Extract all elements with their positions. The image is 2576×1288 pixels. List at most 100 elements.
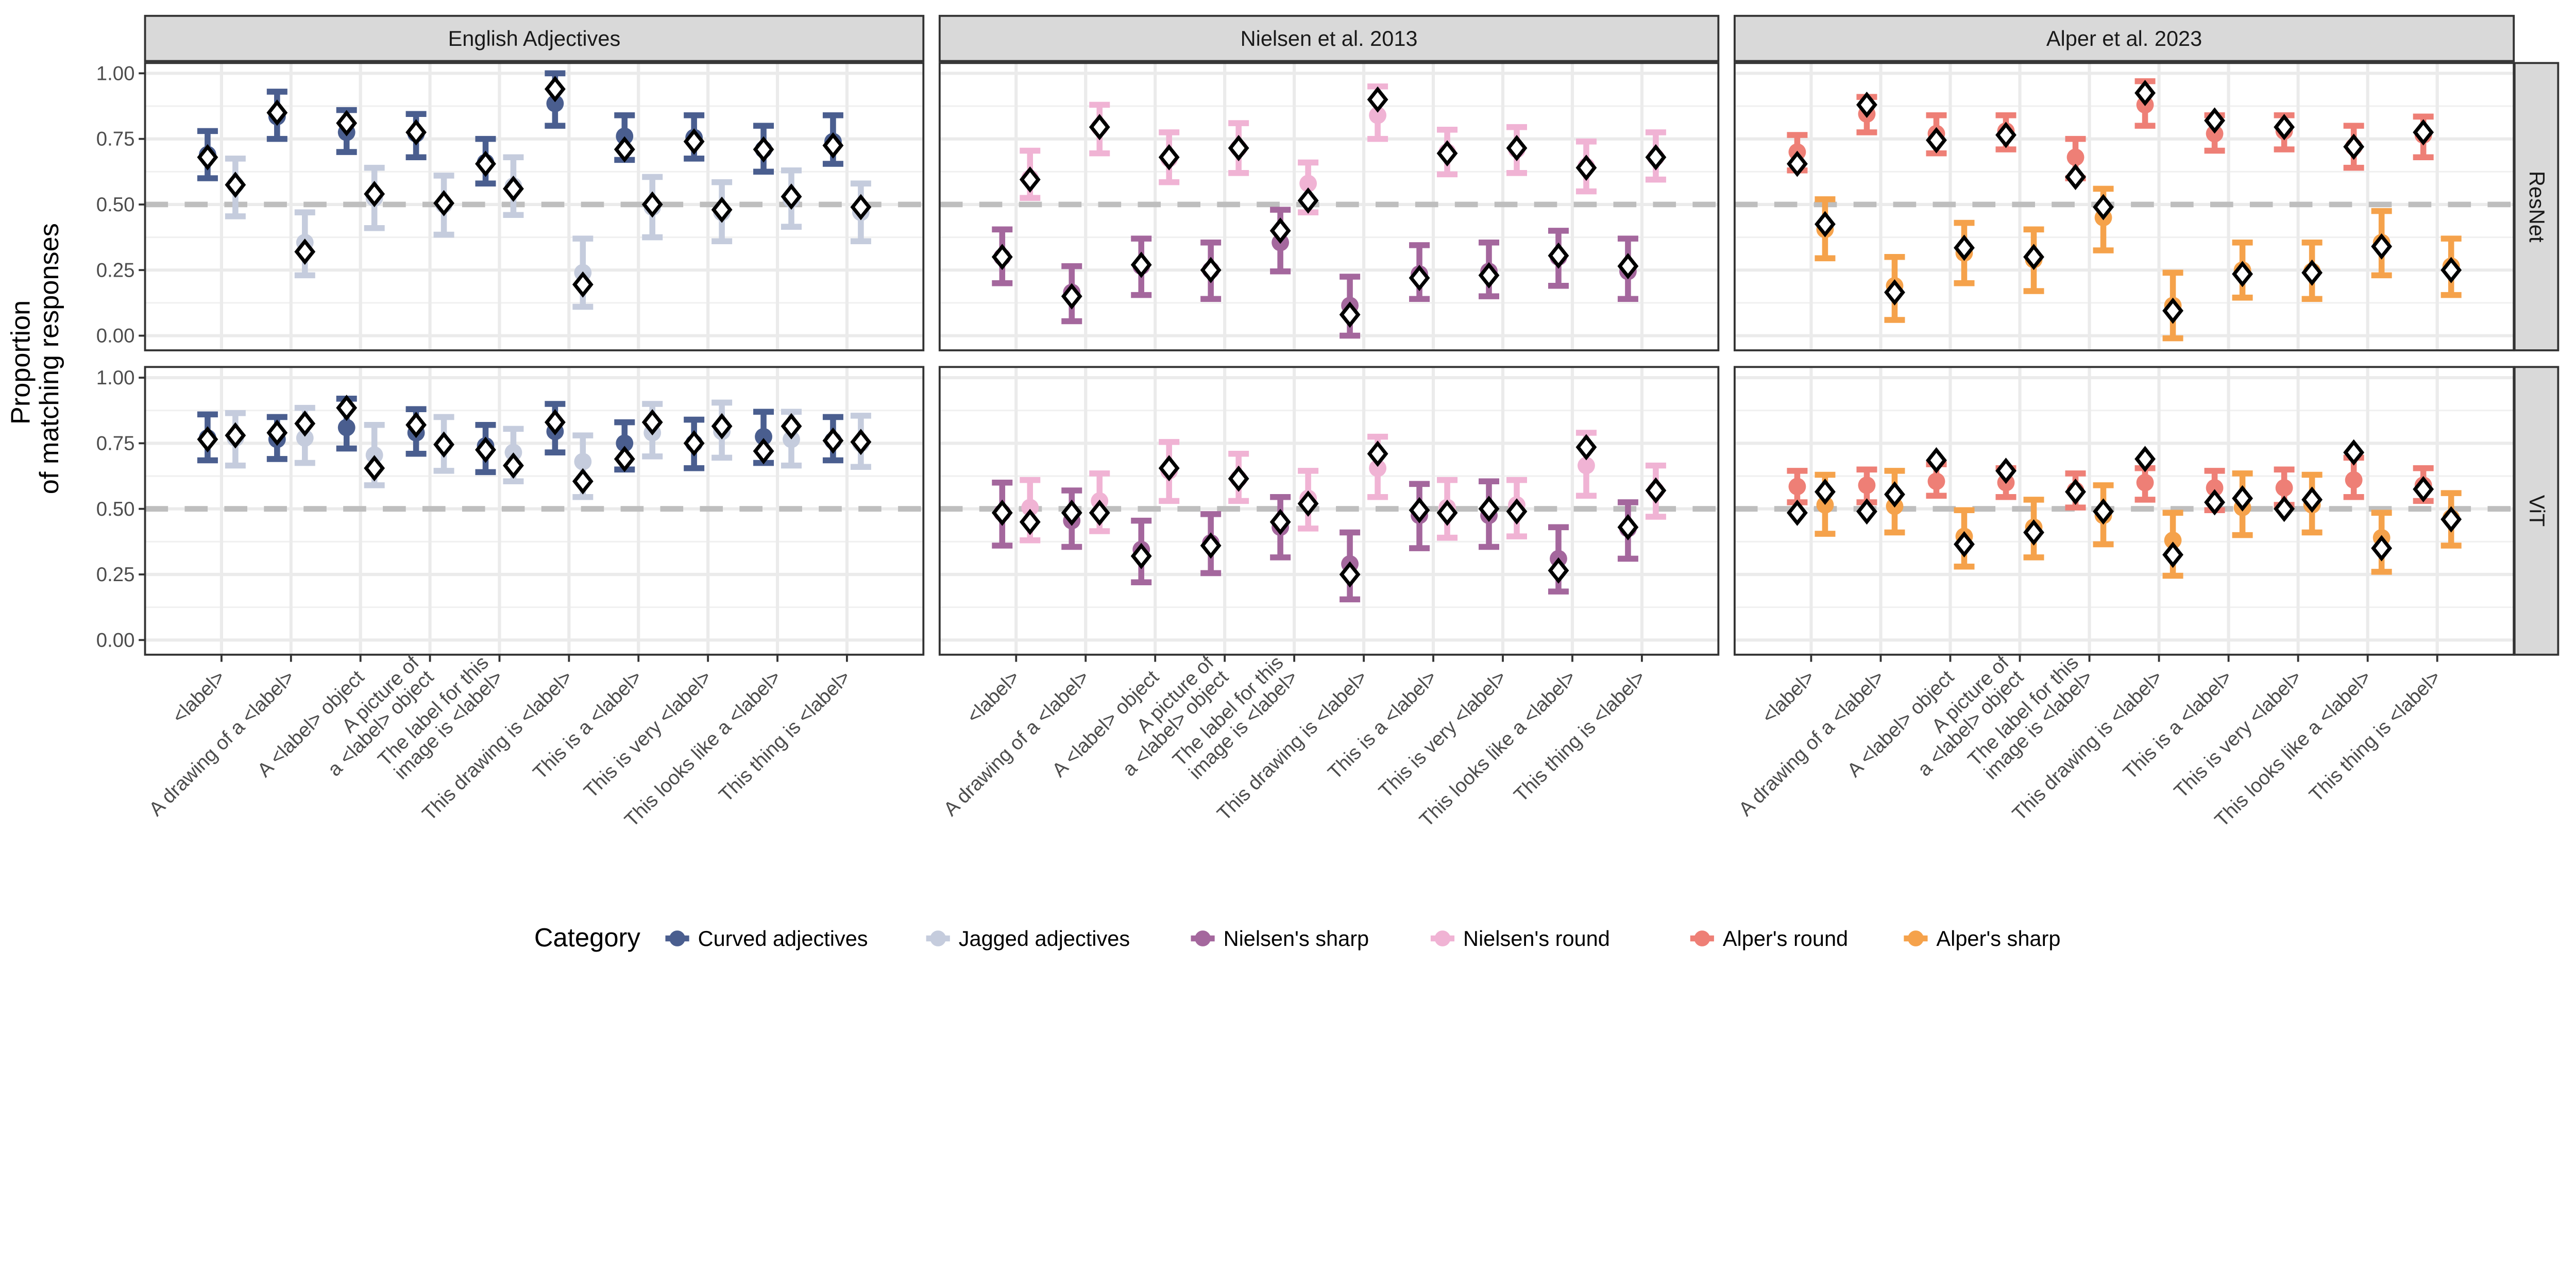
diamond-marker	[1645, 477, 1667, 504]
data-point	[1409, 481, 1430, 551]
diamond-marker	[1548, 242, 1569, 269]
data-point	[336, 107, 358, 155]
data-point	[1367, 83, 1388, 142]
data-point	[266, 89, 288, 142]
data-point	[2204, 468, 2226, 516]
y-axis-title-line-2: of matching responses	[35, 223, 64, 494]
data-point	[1297, 468, 1319, 532]
data-point	[1548, 524, 1569, 595]
y-tick-label: 0.75	[96, 432, 135, 454]
mean-point	[1369, 459, 1386, 477]
diamond-marker	[1617, 514, 1639, 540]
data-point	[2134, 446, 2156, 503]
diamond-marker	[2274, 496, 2295, 522]
diamond-marker	[2371, 233, 2393, 260]
facet-column-0: English Adjectives<label>A drawing of a …	[144, 14, 925, 831]
data-point	[781, 167, 802, 230]
diamond-marker	[364, 181, 385, 208]
mean-point	[2066, 148, 2084, 166]
data-point	[2413, 465, 2434, 504]
mean-point	[1858, 476, 1876, 494]
legend-label: Nielsen's round	[1463, 926, 1610, 951]
diamond-marker	[1436, 499, 1458, 526]
y-tick-label: 0.50	[96, 194, 135, 216]
data-point	[1269, 494, 1291, 561]
diamond-marker	[1814, 211, 1836, 238]
diamond-marker	[1409, 497, 1430, 523]
diamond-marker	[1158, 144, 1180, 171]
diamond-marker	[2413, 476, 2434, 503]
diamond-marker	[1548, 557, 1569, 584]
data-point	[641, 401, 663, 460]
diamond-marker	[2065, 479, 2086, 505]
legend-key-point	[930, 930, 946, 946]
legend-label: Curved adjectives	[698, 926, 868, 951]
diamond-marker	[1786, 499, 1808, 526]
diamond-marker	[1954, 531, 1975, 557]
data-point	[544, 70, 566, 129]
diamond-marker	[1158, 455, 1180, 482]
data-point	[197, 411, 218, 464]
data-point	[822, 414, 844, 464]
mean-point	[546, 94, 564, 112]
facet-strip	[1733, 14, 2515, 62]
data-point	[1019, 147, 1041, 201]
mean-point	[2206, 479, 2224, 497]
data-point	[1575, 430, 1597, 499]
diamond-marker	[1061, 283, 1082, 310]
data-point	[781, 409, 802, 469]
data-point	[1506, 477, 1528, 539]
diamond-marker	[2441, 506, 2462, 533]
diamond-marker	[1019, 166, 1041, 193]
diamond-marker	[225, 172, 246, 198]
diamond-marker	[1297, 187, 1319, 214]
panel-border	[938, 62, 1720, 351]
diamond-marker	[294, 410, 316, 437]
legend-label: Jagged adjectives	[959, 926, 1130, 951]
diamond-marker	[1884, 481, 1905, 508]
diamond-marker	[544, 409, 566, 436]
data-point	[1200, 511, 1222, 577]
data-point	[2413, 113, 2434, 161]
legend-label: Nielsen's sharp	[1224, 926, 1369, 951]
data-point	[2023, 226, 2044, 294]
diamond-marker	[711, 413, 733, 439]
data-point	[2343, 439, 2365, 500]
y-axis-title-line-1: Proportion	[6, 300, 36, 425]
data-point	[1089, 101, 1110, 157]
panel-border	[938, 366, 1720, 656]
data-point	[1269, 207, 1291, 275]
panel-resnet	[144, 62, 925, 351]
diamond-marker	[2371, 535, 2393, 562]
diamond-marker	[2204, 489, 2226, 516]
diamond-marker	[2023, 519, 2044, 546]
diamond-marker	[2232, 485, 2253, 512]
data-point	[1884, 253, 1905, 323]
data-point	[475, 135, 496, 187]
diamond-marker	[1130, 543, 1152, 569]
mean-point	[337, 418, 355, 436]
legend-label: Alper's sharp	[1936, 926, 2060, 951]
faceted-chart: 0.00 0.25 0.50 0.75 1.00 0.00 0.25 0.50 0.75 1.00…	[6, 14, 2560, 952]
diamond-marker	[2093, 194, 2114, 221]
data-point	[1995, 457, 2016, 500]
diamond-marker	[991, 499, 1013, 526]
data-point	[1884, 468, 1905, 536]
diamond-marker	[1926, 447, 1947, 474]
row-strip-label: ResNet	[2525, 171, 2549, 243]
data-point	[683, 112, 705, 162]
data-point	[614, 112, 635, 163]
data-point	[683, 416, 705, 471]
diamond-marker	[991, 244, 1013, 270]
legend-key-point	[1195, 930, 1211, 946]
legend-key-point	[1908, 930, 1924, 946]
y-tick-label: 0.00	[96, 325, 135, 347]
diamond-marker	[294, 239, 316, 265]
data-point	[2441, 490, 2462, 549]
diamond-marker	[1478, 496, 1500, 522]
diamond-marker	[2413, 119, 2434, 146]
data-point	[197, 128, 218, 181]
mean-point	[616, 434, 634, 452]
data-point	[1645, 129, 1667, 183]
data-point	[753, 123, 774, 175]
